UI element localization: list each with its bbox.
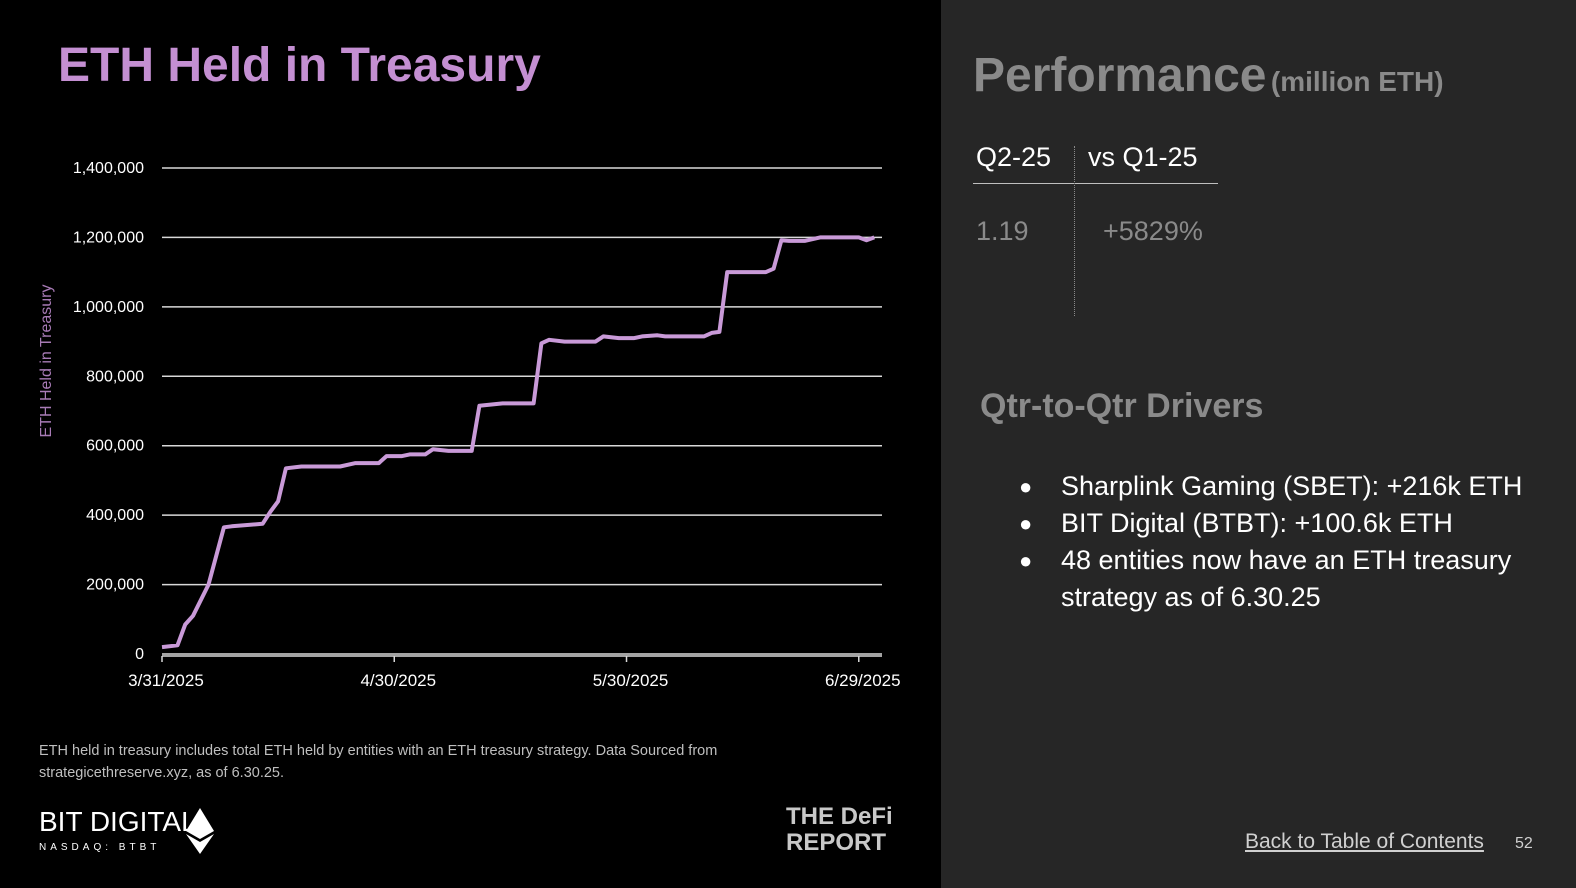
table-header: Q2-25 bbox=[976, 142, 1052, 172]
x-tick-label: 4/30/2025 bbox=[360, 671, 436, 690]
performance-unit: (million ETH) bbox=[1270, 66, 1444, 97]
partner-line: REPORT bbox=[786, 829, 887, 856]
footnote: ETH held in treasury includes total ETH … bbox=[39, 743, 718, 781]
chart: 0 200,000 400,000 600,000 800,000 1,000,000 1,… bbox=[38, 160, 901, 690]
company-name: BIT DIGITAL bbox=[39, 806, 197, 837]
y-tick-label: 1,400,000 bbox=[73, 160, 144, 177]
toc-link[interactable]: Back to Table of Contents bbox=[1245, 830, 1484, 853]
y-tick-label: 1,000,000 bbox=[73, 299, 144, 316]
eth-logo bbox=[186, 808, 214, 854]
data-line bbox=[161, 235, 875, 650]
y-tick-label: 1,200,000 bbox=[73, 229, 144, 246]
performance-heading: Performance (million ETH) bbox=[973, 48, 1444, 103]
page-number: 52 bbox=[1515, 835, 1533, 852]
partner-logo: THE DeFi REPORT bbox=[786, 804, 906, 856]
drivers-list: Sharplink Gaming (SBET): +216k ETH BIT D… bbox=[1019, 468, 1539, 616]
table-cell: +5829% bbox=[1103, 216, 1203, 246]
y-tick-label: 600,000 bbox=[86, 438, 144, 455]
table-rule bbox=[973, 183, 1218, 184]
table-header: vs Q1-25 bbox=[1088, 142, 1198, 172]
drivers-title: Qtr-to-Qtr Drivers bbox=[980, 387, 1264, 425]
x-tick-label: 3/31/2025 bbox=[128, 671, 204, 690]
y-tick-label: 0 bbox=[135, 646, 144, 663]
y-tick-label: 800,000 bbox=[86, 368, 144, 385]
driver-item: BIT Digital (BTBT): +100.6k ETH bbox=[1019, 505, 1539, 542]
table-divider bbox=[1074, 146, 1075, 316]
company-ticker: NASDAQ: BTBT bbox=[39, 842, 161, 853]
y-axis-label: ETH Held in Treasury bbox=[38, 285, 55, 438]
table-cell: 1.19 bbox=[976, 216, 1029, 246]
performance-title: Performance bbox=[973, 49, 1267, 102]
partner-line: THE DeFi bbox=[786, 803, 893, 830]
driver-item: Sharplink Gaming (SBET): +216k ETH bbox=[1019, 468, 1539, 505]
company-logo: BIT DIGITAL NASDAQ: BTBT bbox=[39, 806, 197, 853]
y-tick-label: 400,000 bbox=[86, 507, 144, 524]
chart-panel: ETH Held in Treasury 0 200,000 400,000 600,… bbox=[38, 39, 906, 856]
driver-item: 48 entities now have an ETH treasury str… bbox=[1019, 542, 1539, 616]
y-tick-label: 200,000 bbox=[86, 577, 144, 594]
performance-panel: Performance (million ETH) Q2-25 vs Q1-25… bbox=[941, 0, 1576, 888]
x-tick-label: 6/29/2025 bbox=[825, 671, 901, 690]
chart-title: ETH Held in Treasury bbox=[58, 39, 541, 92]
x-tick-label: 5/30/2025 bbox=[593, 671, 669, 690]
